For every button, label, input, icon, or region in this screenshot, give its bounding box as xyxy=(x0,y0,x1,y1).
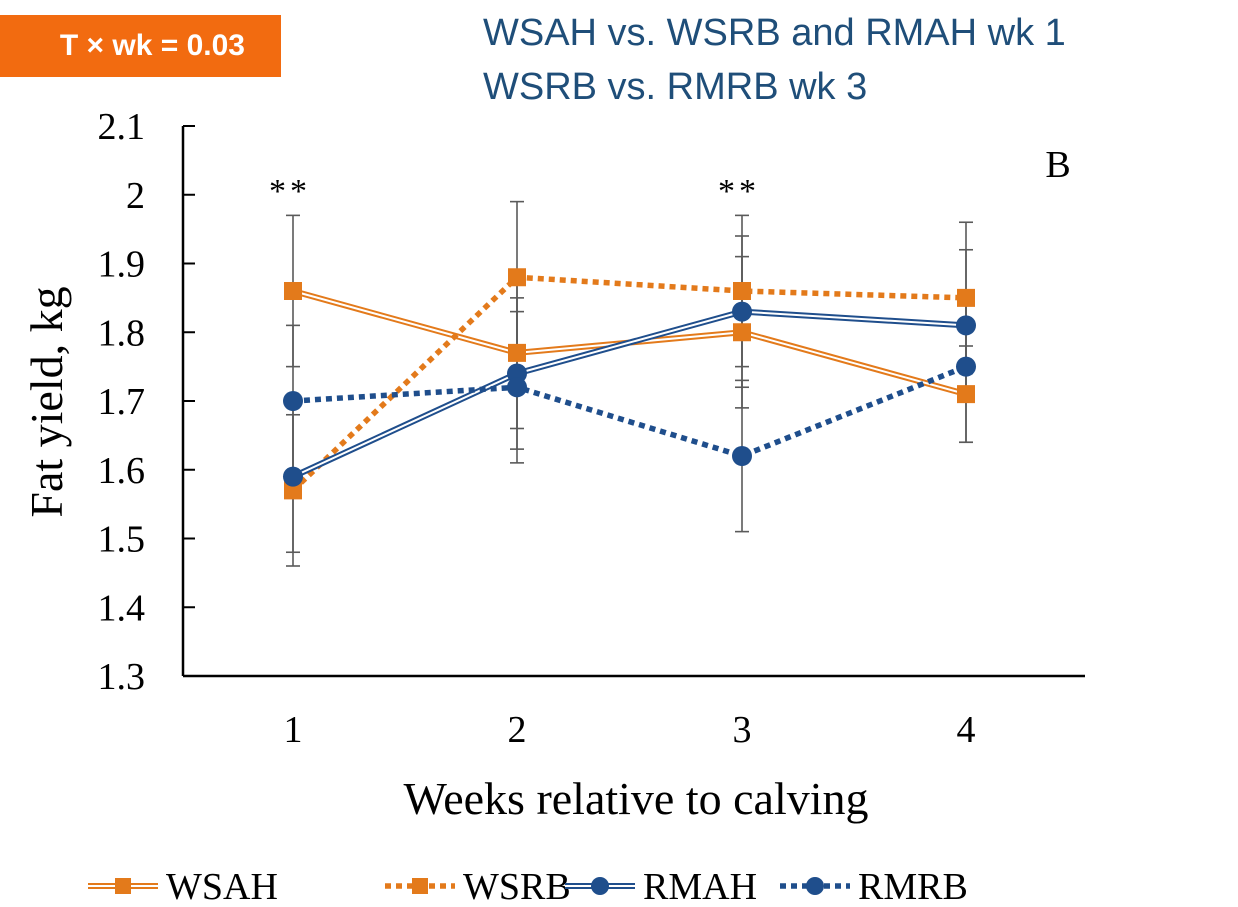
significance-badge: T × wk = 0.03 xyxy=(0,15,281,77)
x-axis-label: Weeks relative to calving xyxy=(403,773,868,824)
y-tick-label: 1.5 xyxy=(98,519,146,561)
point-rmrb xyxy=(732,446,752,466)
point-rmrb xyxy=(956,356,976,377)
y-tick-label: 1.6 xyxy=(98,450,146,492)
panel-label: B xyxy=(1045,144,1070,186)
series-lines xyxy=(291,274,968,493)
point-wsah xyxy=(508,343,526,362)
legend-label: RMAH xyxy=(643,866,757,907)
legend-marker-rmah xyxy=(591,877,609,895)
legend-label: WSRB xyxy=(463,866,571,907)
y-tick-label: 1.8 xyxy=(98,312,146,354)
significance-marker: ** xyxy=(269,173,311,210)
point-rmah xyxy=(507,363,527,384)
error-bars xyxy=(286,200,973,567)
y-tick-label: 2.1 xyxy=(98,106,146,148)
legend-marker-wsrb xyxy=(412,878,428,894)
point-wsrb xyxy=(733,282,751,300)
comparison-note-2: WSRB vs. RMRB wk 3 xyxy=(483,66,868,108)
point-wsah xyxy=(284,282,302,300)
x-tick-label: 3 xyxy=(733,709,752,751)
line-rmah-inner xyxy=(292,310,967,478)
legend-marker-rmrb xyxy=(806,877,824,895)
line-rmrb xyxy=(292,364,968,459)
legend-label: RMRB xyxy=(858,866,968,907)
point-rmah xyxy=(732,301,752,322)
x-tick-label: 4 xyxy=(957,709,976,751)
axes xyxy=(181,125,1085,678)
y-tick-label: 2 xyxy=(126,175,145,217)
y-tick-label: 1.7 xyxy=(98,381,146,423)
data-markers xyxy=(283,268,976,500)
y-tick-label: 1.3 xyxy=(98,656,146,698)
legend-marker-wsah xyxy=(115,878,131,894)
badge-text: T × wk = 0.03 xyxy=(59,29,245,62)
x-tick-label: 1 xyxy=(284,709,303,751)
point-rmrb xyxy=(507,377,527,398)
point-wsrb xyxy=(957,288,975,307)
x-tick-label: 2 xyxy=(508,709,527,751)
point-rmah xyxy=(956,315,976,336)
comparison-note-1: WSAH vs. WSRB and RMAH wk 1 xyxy=(483,12,1066,54)
significance-marker: ** xyxy=(718,173,760,210)
y-tick-label: 1.4 xyxy=(98,587,146,629)
point-wsrb xyxy=(284,481,302,500)
point-rmah xyxy=(283,466,303,487)
point-wsrb xyxy=(508,268,526,287)
point-wsah xyxy=(957,385,975,404)
legend-label: WSAH xyxy=(166,866,278,907)
point-wsah xyxy=(733,323,751,342)
chart-text: 1.3 1.4 1.5 1.6 1.7 1.8 1.9 2 2.1 1 2 3 4 Weeks relat… xyxy=(21,106,1071,824)
legend: WSAH WSRB RMAH RMRB xyxy=(88,866,968,907)
point-rmrb xyxy=(283,391,303,411)
y-axis-label: Fat yield, kg xyxy=(21,286,72,517)
y-tick-label: 1.9 xyxy=(98,244,146,286)
line-wsrb xyxy=(291,274,967,493)
